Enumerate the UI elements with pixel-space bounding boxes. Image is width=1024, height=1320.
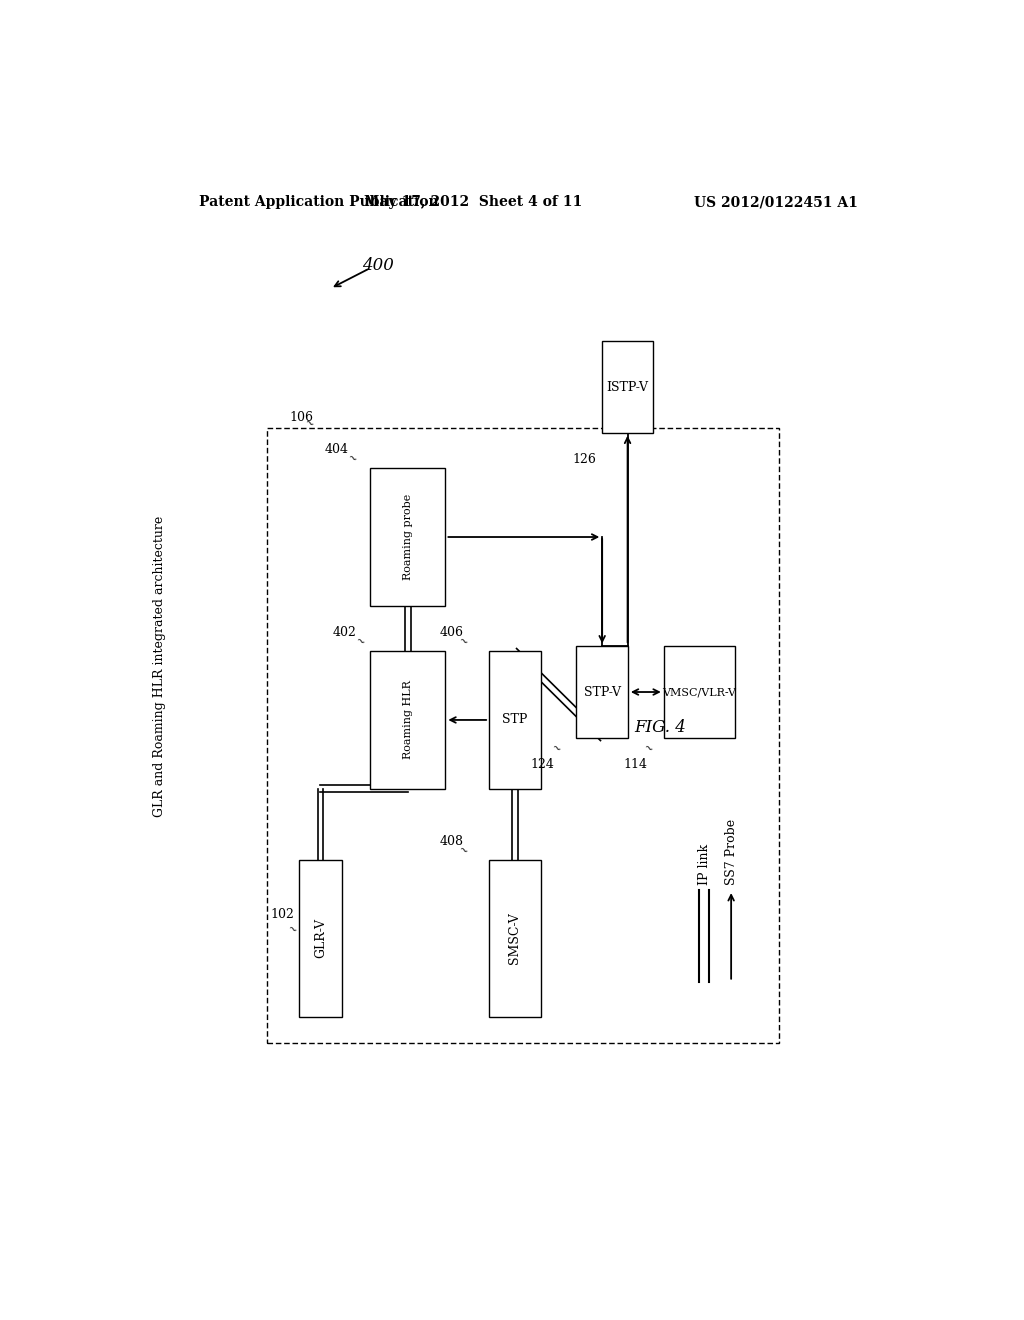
Bar — [602, 342, 653, 433]
Text: 106: 106 — [289, 411, 313, 424]
Text: GLR-V: GLR-V — [314, 919, 327, 958]
Text: ~: ~ — [550, 743, 562, 756]
Text: 102: 102 — [270, 908, 295, 921]
Bar — [489, 859, 541, 1018]
Text: 404: 404 — [325, 444, 348, 457]
Text: STP-V: STP-V — [584, 685, 621, 698]
Text: GLR and Roaming HLR integrated architecture: GLR and Roaming HLR integrated architect… — [154, 516, 166, 817]
Text: 400: 400 — [362, 256, 394, 273]
Text: Roaming probe: Roaming probe — [402, 494, 413, 579]
Text: Patent Application Publication: Patent Application Publication — [200, 195, 439, 209]
Text: US 2012/0122451 A1: US 2012/0122451 A1 — [694, 195, 858, 209]
Text: 406: 406 — [439, 626, 464, 639]
Bar — [370, 469, 445, 606]
Text: IP link: IP link — [697, 843, 711, 886]
Text: ~: ~ — [641, 743, 654, 756]
Text: 402: 402 — [333, 626, 356, 639]
Text: SMSC-V: SMSC-V — [508, 912, 521, 965]
Bar — [299, 859, 342, 1018]
Text: VMSC/VLR-V: VMSC/VLR-V — [663, 686, 736, 697]
Bar — [577, 647, 628, 738]
Bar — [489, 651, 541, 788]
Text: ~: ~ — [302, 418, 315, 432]
Text: May 17, 2012  Sheet 4 of 11: May 17, 2012 Sheet 4 of 11 — [365, 195, 583, 209]
Text: 114: 114 — [624, 758, 648, 771]
Text: 124: 124 — [530, 758, 555, 771]
Text: ISTP-V: ISTP-V — [606, 380, 648, 393]
Text: Roaming HLR: Roaming HLR — [402, 681, 413, 759]
Text: 126: 126 — [572, 453, 596, 466]
Text: ~: ~ — [457, 636, 470, 649]
Text: STP: STP — [502, 714, 527, 726]
Bar — [267, 428, 778, 1043]
Bar — [370, 651, 445, 788]
Text: FIG. 4: FIG. 4 — [634, 719, 686, 737]
Bar — [664, 647, 735, 738]
Text: ~: ~ — [346, 453, 358, 466]
Text: ~: ~ — [286, 924, 299, 937]
Text: SS7 Probe: SS7 Probe — [725, 818, 737, 886]
Text: ~: ~ — [457, 845, 470, 858]
Text: 408: 408 — [439, 834, 464, 847]
Text: ~: ~ — [353, 636, 367, 649]
